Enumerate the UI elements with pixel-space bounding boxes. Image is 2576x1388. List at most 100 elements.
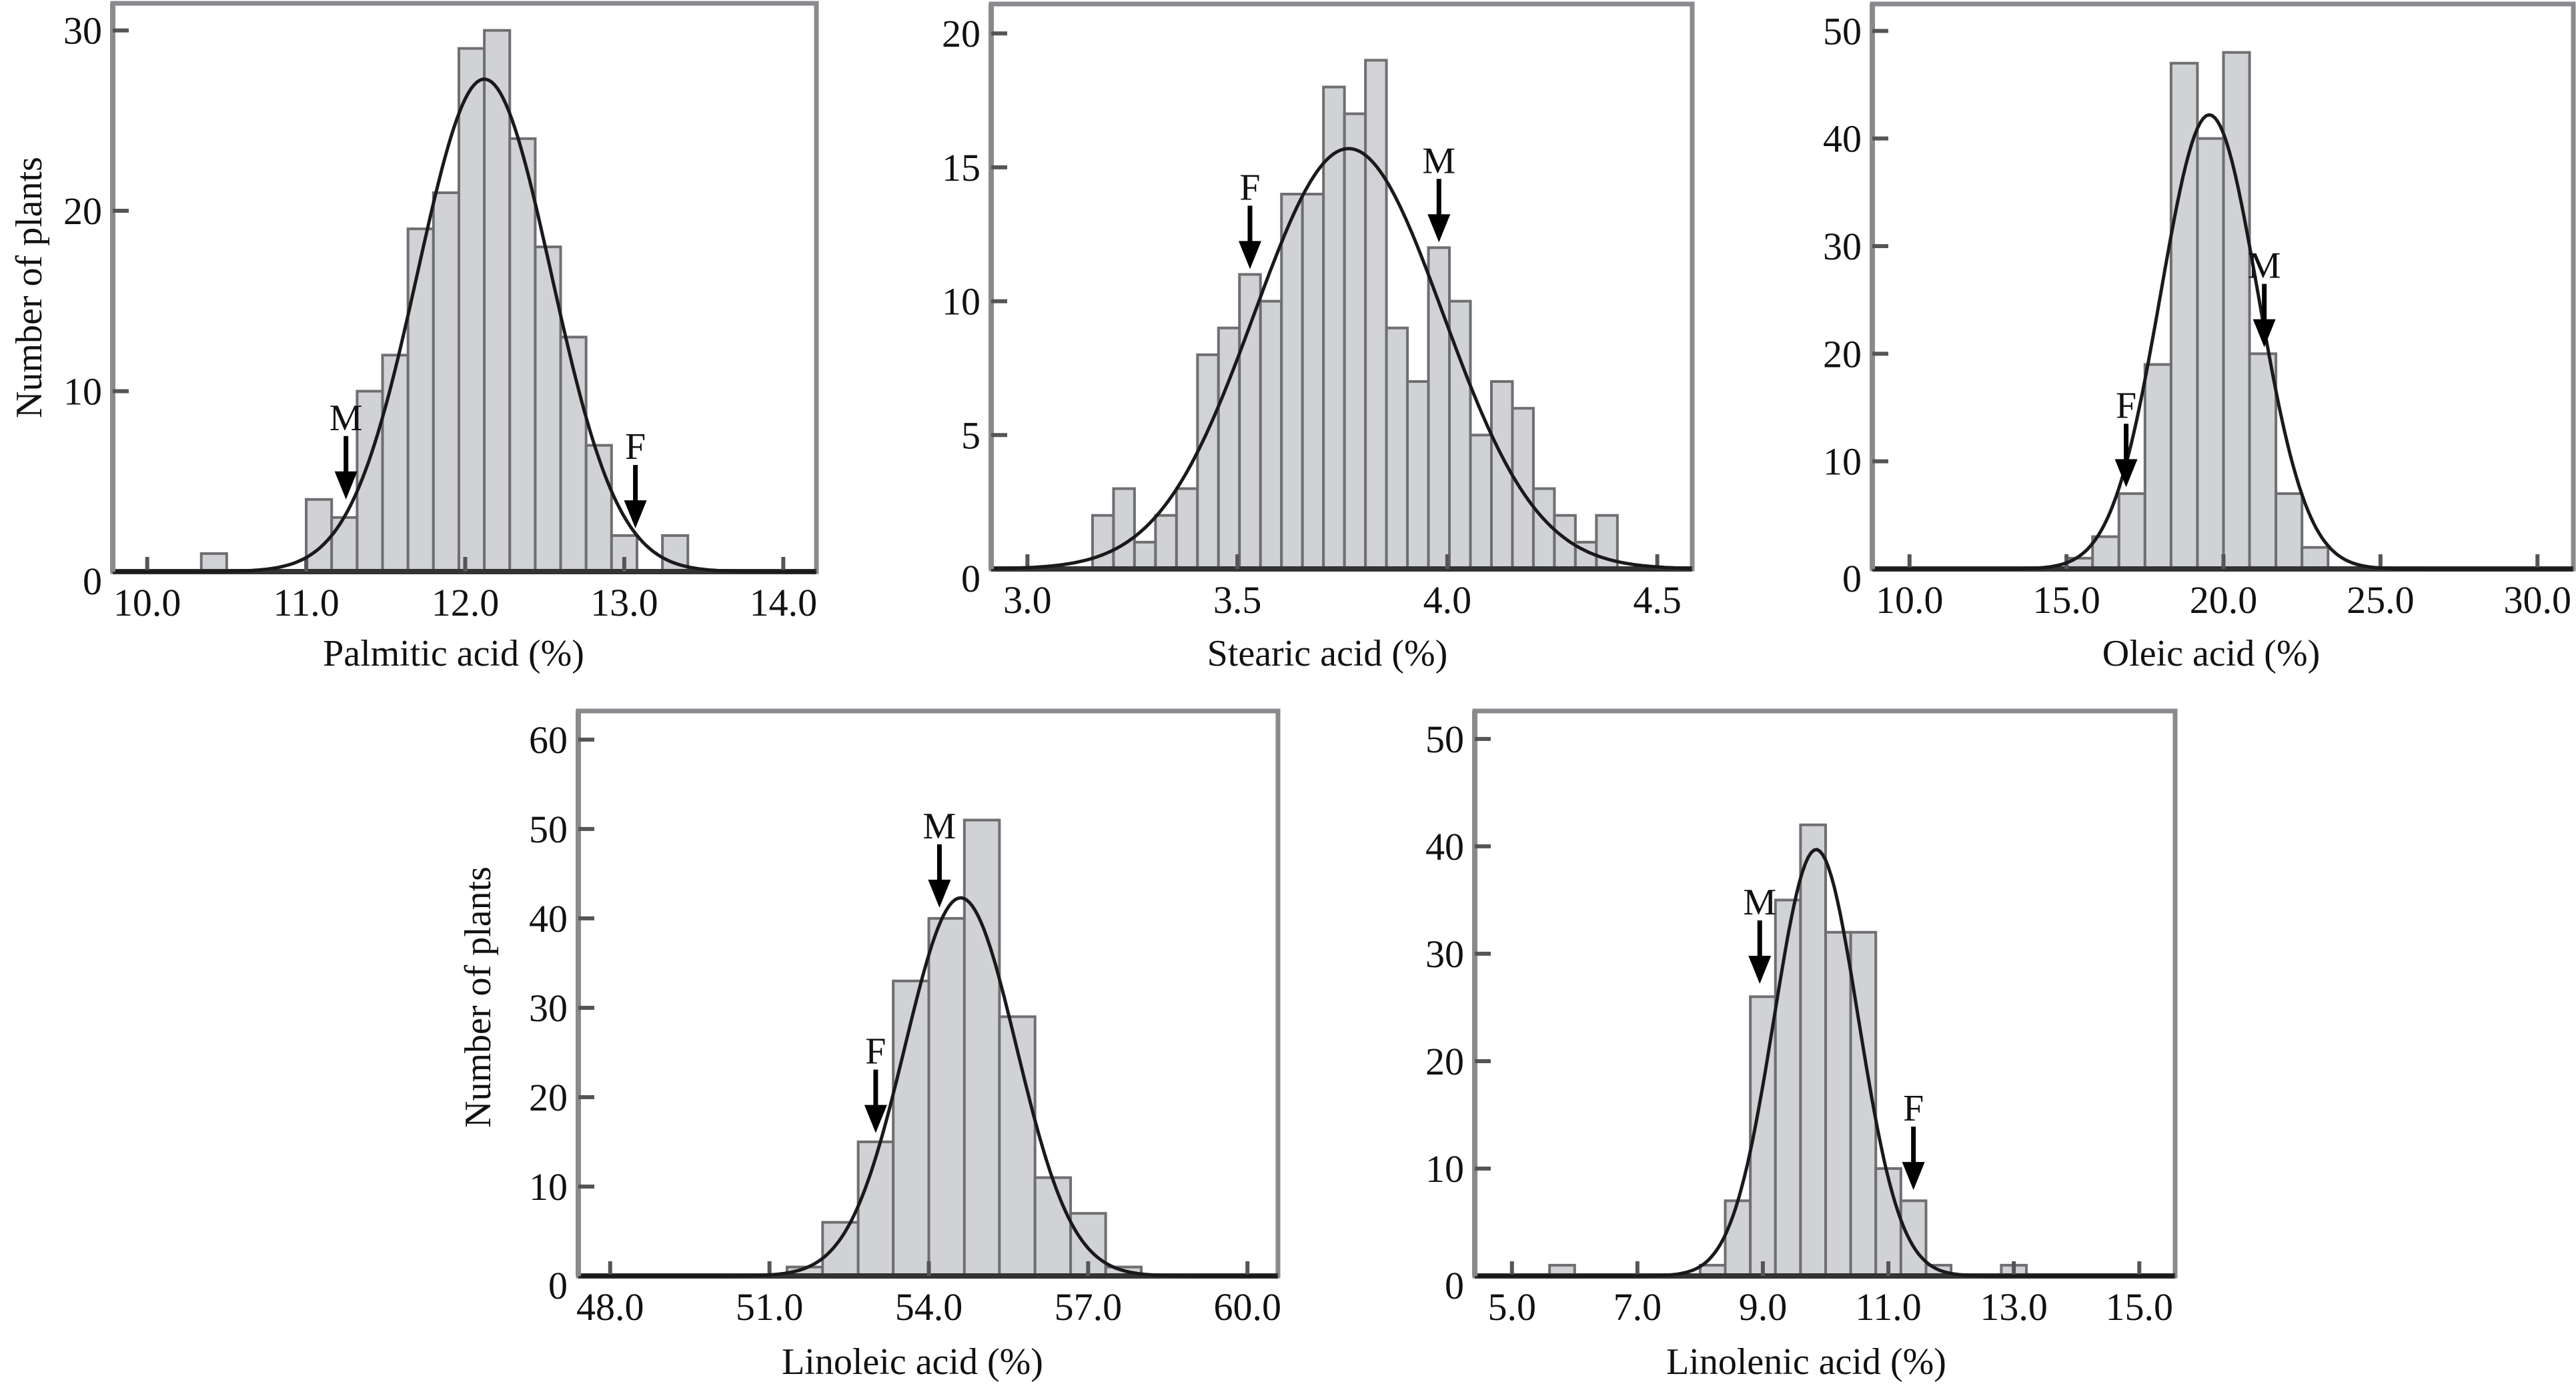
x-tick-label: 11.0 [1855,1285,1921,1329]
parent-marker-f: F [624,426,647,529]
histogram-bar [432,191,460,573]
y-tick-label: 30 [63,9,102,53]
histogram-bar [927,916,966,1277]
x-tick-label: 48.0 [576,1285,644,1329]
histogram-bar [1824,930,1852,1277]
histogram-bar [2275,492,2304,570]
normal-fit-curve [1875,113,2572,571]
y-tick-label: 40 [1823,117,1862,161]
arrow-down-icon [928,879,951,908]
x-tick-label: 14.0 [750,581,818,624]
arrow-down-icon [864,1105,887,1133]
histogram-bar [2091,535,2120,570]
histogram-bar [1196,353,1220,570]
y-tick-label: 0 [1842,557,1862,600]
histogram-bar [406,227,435,574]
arrow-down-icon [624,500,647,529]
histogram-bar [2301,546,2330,571]
parent-marker-m: M [330,398,363,500]
parent-marker-m: M [2248,245,2281,348]
histogram-bar [305,498,334,573]
histogram-bar [457,47,486,574]
histogram-bar [1364,59,1388,570]
x-tick-label: 20.0 [2190,578,2258,622]
histogram-bar [1091,514,1115,570]
histogram-bar [2143,363,2172,570]
x-tick-label: 60.0 [1213,1285,1281,1329]
x-axis-title: Palmitic acid (%) [323,633,584,674]
x-tick-label: 10.0 [113,581,181,624]
arrow-down-icon [334,471,358,500]
x-tick-label: 12.0 [432,581,500,624]
histogram-bar [962,818,1001,1277]
parent-marker-f: F [2114,385,2138,488]
normal-fit-curve [993,147,1692,570]
histogram-bar [821,1221,860,1278]
x-tick-label: 57.0 [1055,1285,1123,1329]
y-tick-label: 10 [942,280,981,323]
panel-oleic: 10.0 15.0 20.0 25.0 30.0 0 10 20 30 40 50 F M Oleic a… [1823,1,2576,674]
x-tick-label: 13.0 [1980,1285,2048,1329]
histogram-bar [1343,112,1367,570]
x-tick-label: 10.0 [1876,578,1944,622]
histogram-bar [199,552,228,574]
x-tick-label: 3.5 [1213,578,1262,622]
marker-label: F [1903,1088,1924,1129]
normal-fit-curve [1477,848,2174,1278]
y-tick-label: 0 [548,1264,568,1307]
arrow-down-icon [1748,956,1772,984]
parent-marker-m: M [1422,140,1455,243]
histogram-bar [1406,380,1430,571]
y-tick-label: 20 [1425,1040,1464,1083]
normal-fit-curve [115,77,815,574]
y-tick-label: 20 [1823,332,1862,376]
histogram-bar [1799,823,1828,1277]
y-tick-label: 10 [1823,440,1862,484]
y-tick-label: 50 [1425,718,1464,761]
histogram-bar [1899,1199,1928,1277]
histogram-bar [1448,299,1472,570]
histogram-bar [2222,51,2251,571]
histogram-bar [381,354,410,574]
y-tick-label: 50 [529,808,568,851]
marker-label: F [2116,385,2136,426]
x-axis-title: Stearic acid (%) [1207,633,1448,674]
histogram-bar [584,444,613,574]
parent-marker-f: F [864,1031,887,1133]
y-tick-label: 0 [961,557,981,600]
y-tick-label: 50 [1823,9,1862,53]
parent-marker-f: F [1902,1088,1925,1191]
panel-stearic: 3.0 3.5 4.0 4.5 0 5 10 15 20 F M Stearic acid (%) [942,1,1695,674]
x-tick-label: 13.0 [590,581,658,624]
histogram-bar [1033,1176,1073,1277]
marker-label: F [865,1031,886,1073]
histogram-bar [1280,193,1304,571]
y-tick-label: 40 [529,897,568,940]
marker-label: M [1743,882,1776,923]
histogram-bar [1385,326,1409,570]
y-tick-label: 40 [1425,825,1464,868]
marker-label: F [625,426,646,468]
x-tick-label: 11.0 [273,581,339,624]
histogram-bar [330,516,359,573]
y-axis-title: Number of plants [9,157,50,418]
histogram-bar [1175,487,1199,571]
y-tick-label: 15 [942,146,981,189]
y-tick-label: 5 [961,414,981,457]
bars [2065,51,2330,571]
histogram-bar [1301,193,1325,571]
histogram-bar [1259,299,1283,570]
arrow-down-icon [1427,214,1451,243]
histogram-bar [1238,273,1262,570]
histogram-bar [1427,246,1451,570]
y-tick-label: 20 [529,1076,568,1119]
y-tick-label: 10 [1425,1147,1464,1191]
marker-label: M [1422,140,1455,181]
histogram-bar [2117,492,2146,570]
histogram-bar [998,1015,1037,1278]
y-tick-label: 20 [63,189,102,233]
y-tick-label: 30 [529,986,568,1030]
normal-fit-curve [581,896,1277,1278]
x-tick-label: 9.0 [1739,1285,1788,1329]
x-axis-title: Oleic acid (%) [2102,633,2320,674]
